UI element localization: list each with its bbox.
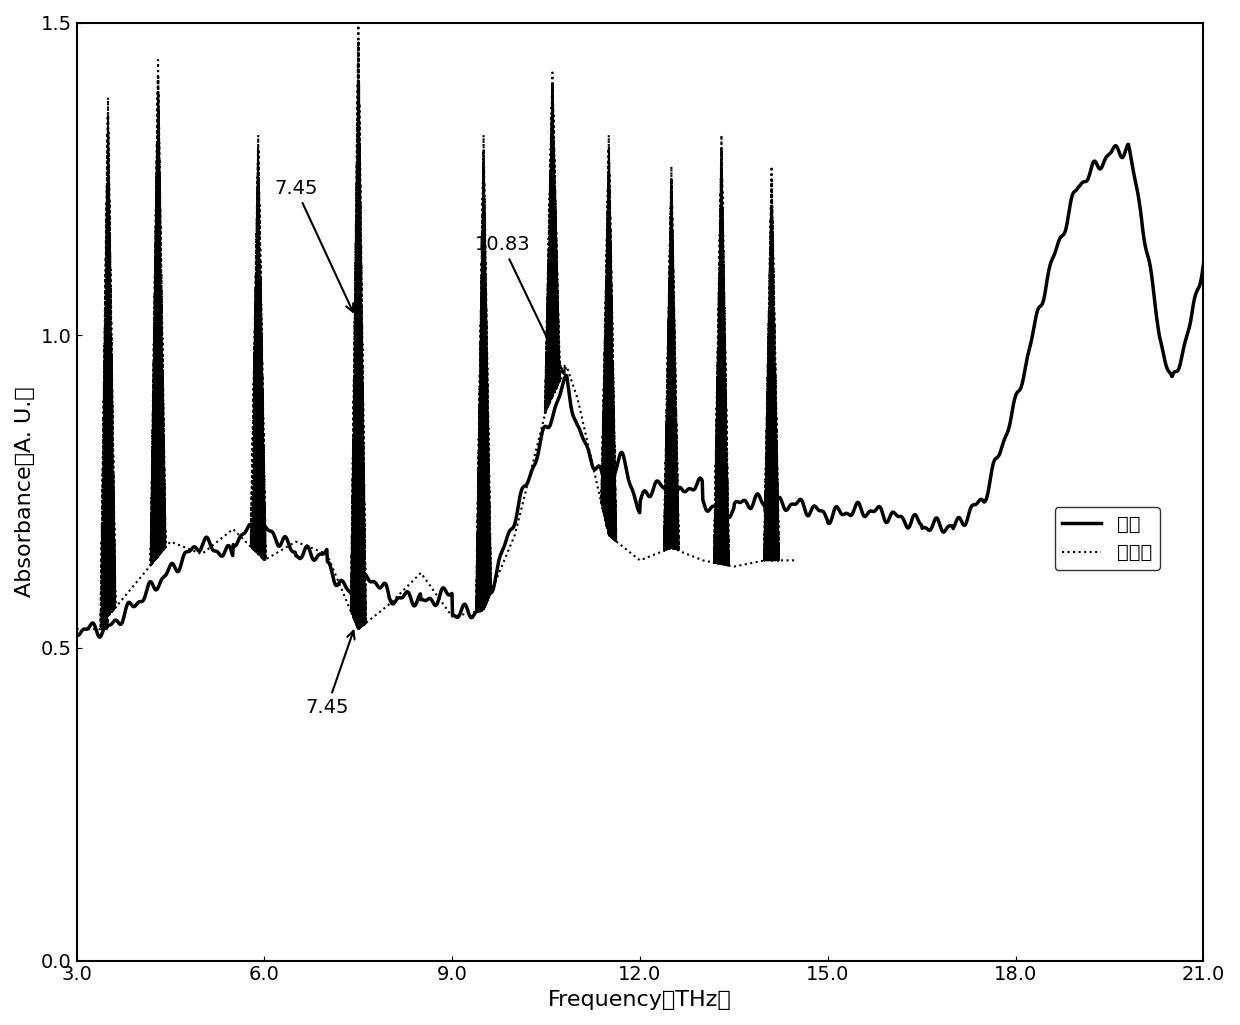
雌酮 bbox=[128, 601, 143, 613]
胎盘素 bbox=[534, 419, 549, 432]
胎盘素 bbox=[789, 555, 804, 567]
胎盘素 bbox=[226, 523, 241, 535]
胎盘素 bbox=[351, 16, 366, 29]
雌酮 bbox=[1195, 258, 1210, 271]
Legend: 雌酮, 胎盘素: 雌酮, 胎盘素 bbox=[1054, 506, 1159, 570]
Line: 胎盘素: 胎盘素 bbox=[77, 23, 796, 629]
胎盘素 bbox=[789, 555, 804, 567]
X-axis label: Frequency（THz）: Frequency（THz） bbox=[548, 990, 732, 1010]
Text: 10.83: 10.83 bbox=[475, 235, 564, 374]
雌酮 bbox=[957, 520, 972, 532]
Y-axis label: Absorbance（A. U.）: Absorbance（A. U.） bbox=[15, 386, 35, 597]
胎盘素 bbox=[267, 548, 281, 561]
胎盘素 bbox=[722, 560, 737, 572]
Text: 7.45: 7.45 bbox=[274, 178, 353, 312]
雌酮 bbox=[1121, 138, 1136, 151]
雌酮 bbox=[1164, 370, 1179, 382]
雌酮 bbox=[92, 631, 107, 644]
雌酮 bbox=[69, 627, 84, 640]
雌酮 bbox=[1164, 369, 1179, 381]
雌酮 bbox=[588, 463, 603, 476]
胎盘素 bbox=[69, 623, 84, 636]
雌酮 bbox=[618, 457, 632, 469]
胎盘素 bbox=[520, 480, 534, 492]
Text: 7.45: 7.45 bbox=[305, 630, 355, 716]
Line: 雌酮: 雌酮 bbox=[77, 145, 1203, 638]
